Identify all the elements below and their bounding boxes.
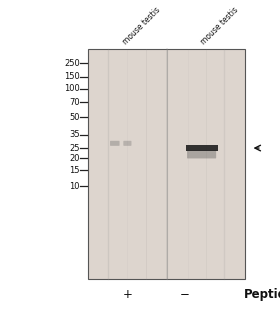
Bar: [88, 49, 245, 279]
Text: 10: 10: [69, 182, 80, 191]
Text: 25: 25: [69, 144, 80, 152]
Text: mouse testis: mouse testis: [199, 5, 241, 46]
Text: 35: 35: [69, 130, 80, 139]
Text: +: +: [122, 288, 132, 301]
Text: 15: 15: [69, 166, 80, 175]
Text: 70: 70: [69, 98, 80, 106]
Text: 150: 150: [64, 72, 80, 81]
Text: 50: 50: [69, 113, 80, 122]
Text: mouse testis: mouse testis: [121, 5, 162, 46]
Text: 20: 20: [69, 154, 80, 163]
Text: 250: 250: [64, 59, 80, 67]
Text: Peptide: Peptide: [244, 288, 280, 301]
FancyBboxPatch shape: [187, 150, 216, 158]
FancyBboxPatch shape: [110, 141, 120, 146]
Text: 100: 100: [64, 84, 80, 93]
FancyBboxPatch shape: [185, 145, 218, 151]
Text: −: −: [180, 288, 190, 301]
FancyBboxPatch shape: [123, 141, 132, 146]
